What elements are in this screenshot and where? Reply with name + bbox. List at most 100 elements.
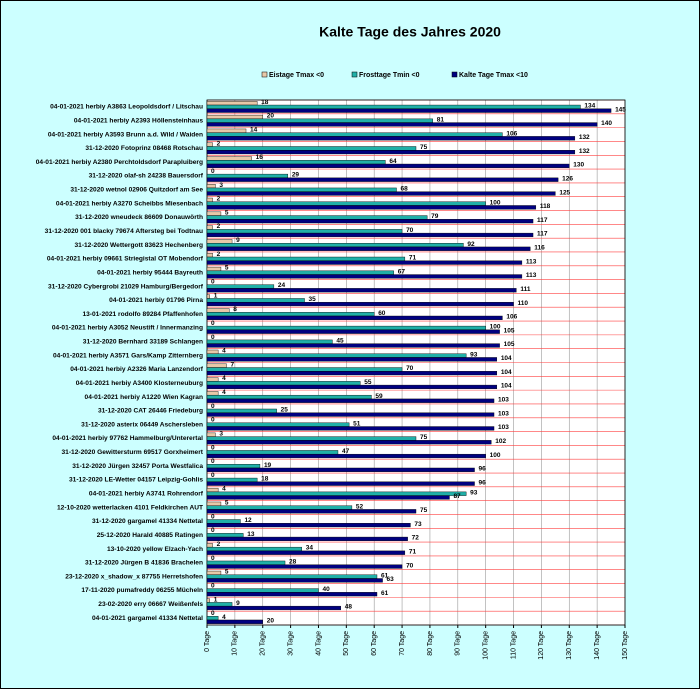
value-label: 55 — [364, 379, 372, 386]
value-label: 100 — [490, 324, 501, 331]
value-label: 100 — [490, 199, 501, 206]
value-label: 13 — [247, 531, 255, 538]
bar — [206, 294, 210, 299]
category-label: 04-01-2021 herbiy A3863 Leopoldsdorf / L… — [50, 104, 203, 111]
value-label: 140 — [601, 120, 612, 127]
value-label: 5 — [225, 265, 229, 272]
value-label: 0 — [211, 334, 215, 341]
value-label: 0 — [211, 320, 215, 327]
value-label: 130 — [573, 162, 584, 169]
value-label: 64 — [389, 158, 397, 165]
value-label: 71 — [409, 255, 417, 262]
value-label: 8 — [233, 306, 237, 313]
bar — [206, 187, 397, 192]
value-label: 48 — [345, 604, 353, 611]
category-label: 13-10-2020 yellow Elzach-Yach — [107, 546, 203, 553]
value-label: 126 — [562, 175, 573, 182]
bar — [206, 308, 230, 313]
value-label: 1 — [214, 596, 218, 603]
bar — [206, 505, 353, 510]
bar — [206, 229, 403, 234]
value-label: 0 — [211, 527, 215, 534]
value-label: 0 — [211, 582, 215, 589]
value-label: 0 — [211, 458, 215, 465]
category-label: 04-01-2021 herbiy A2393 Höllensteinhaus — [74, 117, 203, 124]
category-label: 04-01-2021 herbiy 09661 Striegistal OT M… — [47, 256, 204, 263]
bar — [206, 570, 222, 575]
bar — [206, 550, 406, 555]
value-label: 0 — [211, 610, 215, 617]
category-label: 04-01-2021 herbiy A2326 Maria Lanzendorf — [70, 366, 204, 373]
bar — [206, 219, 534, 224]
value-label: 24 — [278, 282, 286, 289]
value-label: 132 — [579, 134, 590, 141]
bar — [206, 101, 258, 106]
bar — [206, 394, 372, 400]
value-label: 103 — [498, 396, 509, 403]
bar — [206, 156, 252, 161]
bar — [206, 487, 219, 493]
category-label: 13-01-2021 rodolfo 89284 Pfaffenhofen — [82, 311, 203, 318]
x-tick-label: 0 Tage — [204, 631, 211, 652]
bar — [206, 177, 559, 182]
bar — [206, 253, 213, 258]
category-label: 04-01-2021 herbiy 95444 Bayreuth — [97, 269, 203, 276]
value-label: 1 — [214, 292, 218, 299]
bar — [206, 274, 523, 279]
bar — [206, 104, 581, 109]
value-label: 81 — [437, 116, 445, 123]
bar — [206, 122, 598, 127]
value-label: 118 — [540, 203, 551, 210]
category-label: 31-12-2020 Jürgen B 41836 Brachelen — [85, 560, 203, 567]
bar — [206, 588, 319, 593]
value-label: 102 — [495, 438, 506, 445]
category-label: 31-12-2020 001 blacky 79674 Aftersteg be… — [45, 228, 203, 235]
bar — [206, 391, 219, 396]
bar — [206, 108, 612, 113]
bar — [206, 363, 227, 368]
bar — [206, 173, 289, 179]
bar — [206, 384, 498, 390]
bar — [206, 301, 514, 307]
value-label: 16 — [256, 154, 264, 161]
value-label: 0 — [211, 279, 215, 286]
value-label: 106 — [506, 130, 517, 137]
value-label: 51 — [353, 420, 361, 427]
value-label: 104 — [501, 369, 512, 376]
bar — [206, 298, 305, 303]
value-label: 14 — [250, 127, 258, 134]
category-label: 31-12-2020 LE-Wetter 04157 Leipzig-Gohli… — [69, 477, 203, 484]
chart-title: Kalte Tage des Jahres 2020 — [319, 24, 501, 40]
bar — [206, 426, 495, 431]
bar — [206, 464, 261, 469]
category-label: 04-01-2021 gargamel 41334 Nettetal — [92, 615, 203, 622]
value-label: 2 — [217, 223, 221, 230]
category-label: 04-01-2021 herbiy A2380 Perchtoldsdorf P… — [36, 159, 203, 166]
category-label: 04-01-2021 herbiy A3741 Rohrendorf — [89, 491, 204, 498]
bar — [206, 519, 241, 524]
bar — [206, 315, 503, 320]
value-label: 7 — [231, 361, 235, 368]
value-label: 92 — [467, 241, 475, 248]
bar — [206, 560, 286, 565]
value-label: 73 — [414, 521, 422, 528]
value-label: 145 — [615, 106, 626, 113]
bar — [206, 349, 219, 354]
bar — [206, 205, 537, 210]
value-label: 0 — [211, 513, 215, 520]
value-label: 63 — [387, 576, 395, 583]
plot-border — [206, 99, 626, 626]
bar — [206, 201, 486, 206]
bar — [206, 142, 213, 147]
bar — [206, 260, 523, 265]
bar — [206, 146, 417, 151]
bar — [206, 225, 213, 230]
bar — [206, 578, 383, 583]
value-label: 96 — [479, 466, 487, 473]
value-label: 29 — [292, 172, 300, 179]
bar — [206, 371, 498, 376]
category-label: 31-12-2020 wneudeck 86609 Donauwörth — [75, 214, 203, 221]
bar — [206, 329, 500, 334]
